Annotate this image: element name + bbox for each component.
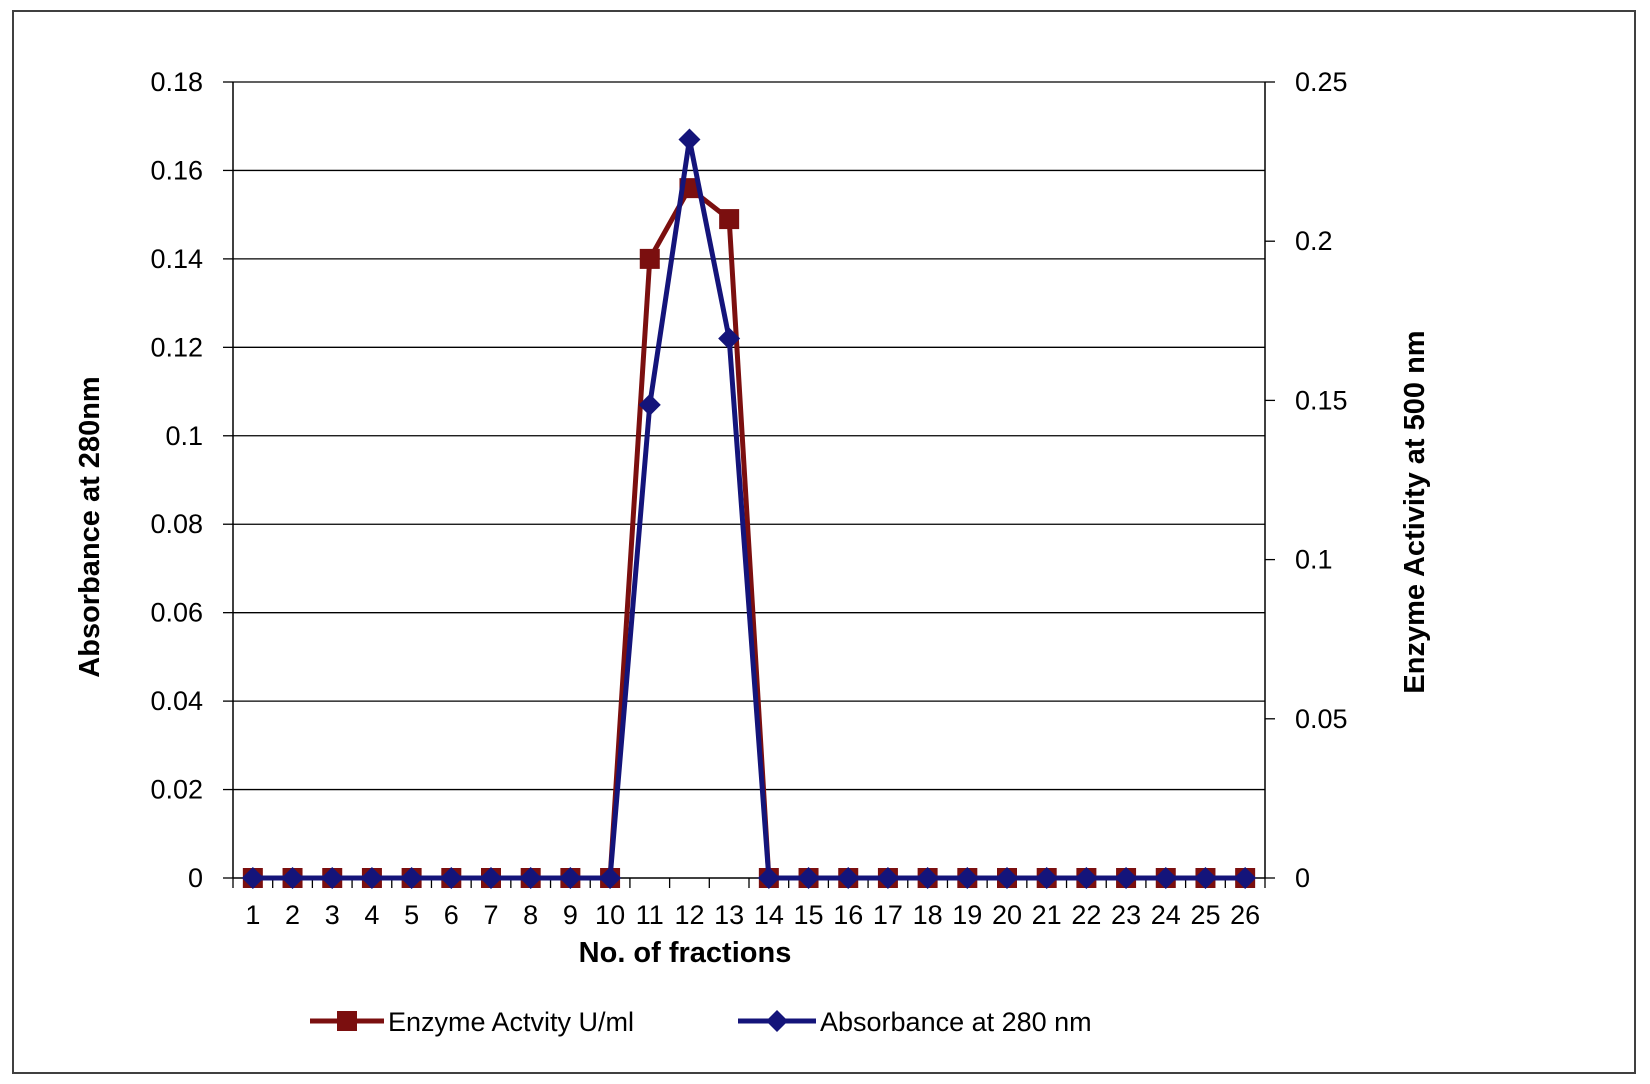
data-point-diamond	[876, 867, 899, 889]
x-tick-label: 13	[714, 900, 744, 930]
left-tick-label: 0.12	[150, 332, 203, 362]
right-tick-label: 0.25	[1295, 67, 1348, 97]
x-axis-title: No. of fractions	[579, 937, 792, 969]
x-tick-label: 8	[523, 900, 538, 930]
data-point-diamond	[718, 327, 741, 350]
right-tick-label: 0.1	[1295, 545, 1333, 575]
left-axis-title: Absorbance at 280nm	[74, 376, 106, 677]
legend-square-marker	[337, 1011, 357, 1031]
data-point-diamond	[1075, 867, 1098, 889]
legend: Enzyme Actvity U/ml Absorbance at 280 nm	[310, 1007, 1092, 1037]
data-point-diamond	[1115, 867, 1138, 889]
x-tick-label: 25	[1190, 900, 1220, 930]
data-point-diamond	[559, 867, 582, 889]
series-line	[252, 185, 1246, 881]
data-point-diamond	[1194, 867, 1217, 889]
right-axis-title: Enzyme Activity at 500 nm	[1399, 330, 1431, 693]
data-point-diamond	[638, 393, 661, 416]
x-tick-label: 10	[595, 900, 625, 930]
data-point-diamond	[440, 867, 463, 889]
series-0	[242, 178, 1256, 888]
x-tick-label: 23	[1111, 900, 1141, 930]
data-point-square	[719, 209, 740, 230]
data-point-diamond	[1035, 867, 1058, 889]
x-tick-label: 9	[563, 900, 578, 930]
left-tick-label: 0.14	[150, 244, 203, 274]
data-point-diamond	[400, 867, 423, 889]
x-tick-label: 5	[404, 900, 419, 930]
data-point-diamond	[241, 867, 264, 889]
data-point-diamond	[837, 867, 860, 889]
right-tick-label: 0.15	[1295, 385, 1348, 415]
left-tick-label: 0	[188, 863, 203, 893]
right-tick-label: 0	[1295, 863, 1310, 893]
left-tick-label: 0.16	[150, 155, 203, 185]
right-tick-label: 0.05	[1295, 704, 1348, 734]
left-tick-label: 0.08	[150, 509, 203, 539]
right-tick-label: 0.2	[1295, 226, 1333, 256]
x-tick-label: 14	[754, 900, 784, 930]
x-tick-label: 20	[992, 900, 1022, 930]
x-tick-label: 24	[1151, 900, 1181, 930]
data-point-diamond	[956, 867, 979, 889]
x-tick-label: 26	[1230, 900, 1260, 930]
data-point-diamond	[1234, 867, 1257, 889]
legend-diamond-marker	[766, 1010, 788, 1032]
data-point-diamond	[797, 867, 820, 889]
left-axis-ticks: 0 0.02 0.04 0.06 0.08 0.1 0.12 0.14 0.16 0.18	[150, 67, 233, 893]
chart-frame	[12, 10, 1636, 1074]
legend-label-enzyme-activity: Enzyme Actvity U/ml	[388, 1007, 634, 1037]
x-axis-ticks: 1 2 3 4 5 6 7 8 9 10 11 12 13 14 15 16 17 18 19 20 21 22 23 24 2…	[232, 878, 1266, 930]
left-tick-label: 0.04	[150, 686, 203, 716]
data-point-square	[639, 248, 660, 269]
x-tick-label: 15	[794, 900, 824, 930]
right-axis-ticks: 0 0.05 0.1 0.15 0.2 0.25	[1265, 67, 1348, 893]
x-tick-label: 12	[674, 900, 704, 930]
left-tick-label: 0.18	[150, 67, 203, 97]
x-tick-label: 17	[873, 900, 903, 930]
x-tick-label: 2	[285, 900, 300, 930]
legend-item-absorbance: Absorbance at 280 nm	[738, 1007, 1092, 1037]
x-tick-label: 4	[364, 900, 379, 930]
left-tick-label: 0.1	[165, 421, 203, 451]
legend-item-enzyme-activity: Enzyme Actvity U/ml	[310, 1007, 634, 1037]
data-point-diamond	[996, 867, 1018, 889]
data-point-diamond	[519, 867, 542, 889]
x-tick-label: 3	[325, 900, 340, 930]
data-point-diamond	[678, 128, 701, 151]
data-point-diamond	[321, 867, 344, 889]
data-point-diamond	[480, 867, 502, 889]
x-tick-label: 11	[636, 900, 664, 930]
legend-label-absorbance: Absorbance at 280 nm	[820, 1007, 1092, 1037]
x-tick-label: 22	[1071, 900, 1101, 930]
x-tick-label: 1	[245, 900, 260, 930]
data-point-diamond	[281, 867, 304, 889]
data-point-diamond	[1154, 867, 1177, 889]
x-tick-label: 7	[483, 900, 498, 930]
data-point-diamond	[360, 867, 383, 889]
series-1	[241, 128, 1257, 889]
data-point-diamond	[599, 867, 622, 889]
gridlines	[233, 81, 1265, 791]
axes	[232, 82, 1266, 879]
data-point-diamond	[757, 867, 780, 889]
x-tick-label: 21	[1032, 900, 1062, 930]
left-tick-label: 0.02	[150, 775, 203, 805]
left-tick-label: 0.06	[150, 598, 203, 628]
series-layer	[241, 128, 1257, 889]
data-point-diamond	[916, 867, 939, 889]
x-tick-label: 16	[833, 900, 863, 930]
x-tick-label: 6	[444, 900, 459, 930]
x-tick-label: 18	[913, 900, 943, 930]
x-tick-label: 19	[952, 900, 982, 930]
